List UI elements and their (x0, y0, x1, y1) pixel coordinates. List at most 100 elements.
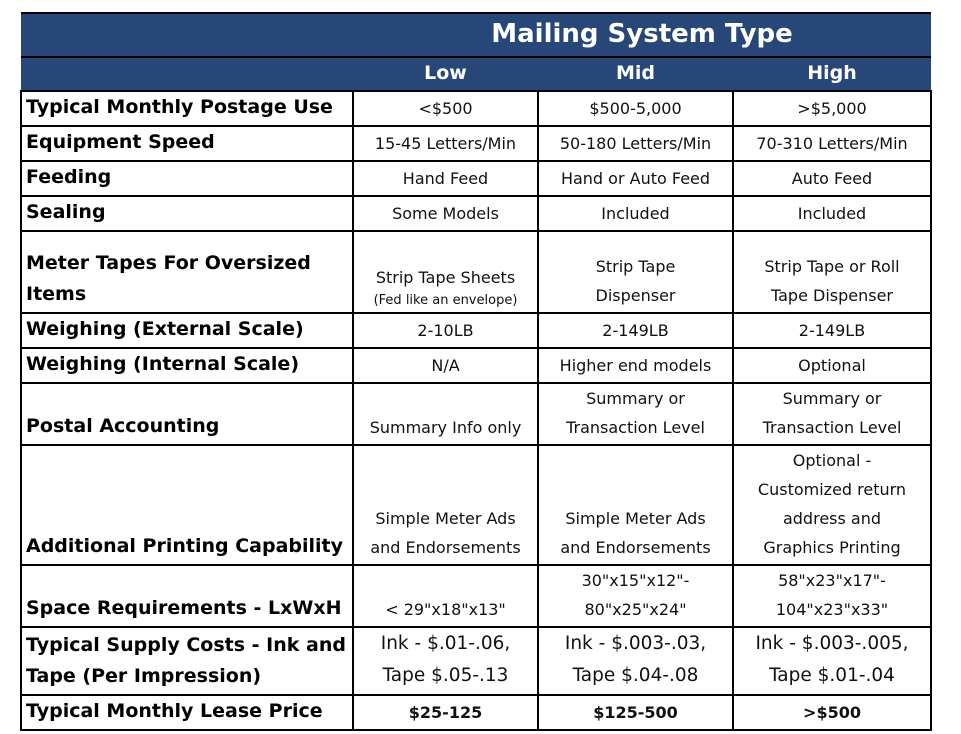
cell-line: 30"x15"x12"- (581, 571, 690, 590)
cell: Ink - $.01-.06, Tape $.05-.13 (352, 626, 539, 696)
title-row: Mailing System Type (21, 12, 931, 58)
table-wrap: Mailing System Type Low Mid High Typical Mo… (20, 12, 932, 731)
cell-line: 58"x23"x17"- (778, 571, 886, 590)
label-line: Postal Accounting (26, 415, 220, 437)
cell-line: $25-125 (408, 703, 483, 722)
table-row: Sealing Some Models Included Included (20, 195, 932, 232)
row-label: Feeding (20, 160, 354, 197)
column-header: High (733, 56, 931, 92)
label-line: Weighing (External Scale) (26, 318, 304, 340)
row-label: Weighing (External Scale) (20, 312, 354, 349)
cell: $500-5,000 (537, 90, 734, 127)
cell-line: <$500 (418, 99, 473, 118)
row-label: Additional Printing Capability (20, 444, 354, 566)
cell-line: N/A (431, 356, 460, 375)
cell-line: >$500 (803, 703, 861, 722)
cell: 50-180 Letters/Min (537, 125, 734, 162)
cell-line: Included (601, 204, 670, 223)
cell: Simple Meter Ads and Endorsements (537, 444, 734, 566)
cell: Summary or Transaction Level (537, 382, 734, 446)
cell: 58"x23"x17"- 104"x23"x33" (732, 564, 932, 628)
cell-line: Summary or (782, 389, 882, 408)
row-label: Space Requirements - LxWxH (20, 564, 354, 628)
column-header: Low (353, 56, 538, 92)
cell-line: Hand Feed (402, 169, 489, 188)
blank-cell (21, 12, 353, 58)
cell: Ink - $.003-.03, Tape $.04-.08 (537, 626, 734, 696)
cell-line: Strip Tape or Roll (764, 257, 900, 276)
cell-line: Tape Dispenser (770, 286, 893, 305)
row-label: Typical Monthly Lease Price (20, 694, 354, 731)
cell: Strip Tape Dispenser (537, 230, 734, 314)
table-row: Postal Accounting Summary Info only Summar… (20, 382, 932, 446)
cell: Summary Info only (352, 382, 539, 446)
cell-line: Graphics Printing (763, 538, 901, 557)
label-line: Typical Monthly Postage Use (26, 96, 333, 118)
table-row: Typical Monthly Postage Use <$500 $500-5,0… (20, 90, 932, 127)
cell-line: 50-180 Letters/Min (559, 134, 712, 153)
table-body: Mailing System Type Low Mid High Typical Mo… (20, 12, 932, 731)
cell-line: Dispenser (595, 286, 676, 305)
table-row: Meter Tapes For Oversized Items Strip Tape… (20, 230, 932, 314)
cell-line: 15-45 Letters/Min (374, 134, 517, 153)
table-row: Weighing (External Scale) 2-10LB 2-149LB 2-… (20, 312, 932, 349)
cell: Optional (732, 347, 932, 384)
cell: Optional - Customized return address and Gr… (732, 444, 932, 566)
table-row: Feeding Hand Feed Hand or Auto Feed Auto Fe… (20, 160, 932, 197)
cell: <$500 (352, 90, 539, 127)
cell-line: Tape $.01-.04 (769, 665, 895, 686)
label-line: Weighing (Internal Scale) (26, 353, 300, 375)
cell-line: and Endorsements (370, 538, 521, 557)
cell-line: Transaction Level (566, 418, 705, 437)
cell: $125-500 (537, 694, 734, 731)
row-label: Typical Supply Costs - Ink and Tape (Per … (20, 626, 354, 696)
cell: $25-125 (352, 694, 539, 731)
label-line: Sealing (26, 201, 106, 223)
cell: Included (537, 195, 734, 232)
cell-line: 104"x23"x33" (775, 600, 889, 619)
cell-line: and Endorsements (560, 538, 711, 557)
table-row: Additional Printing Capability Simple Met… (20, 444, 932, 566)
cell-line: Some Models (392, 204, 499, 223)
cell: >$500 (732, 694, 932, 731)
cell-line: Ink - $.01-.06, (380, 633, 511, 654)
cell-line: Tape $.04-.08 (572, 665, 699, 686)
cell-line: Strip Tape (595, 257, 676, 276)
cell-line: >$5,000 (797, 99, 867, 118)
row-label: Weighing (Internal Scale) (20, 347, 354, 384)
cell-line: 2-149LB (798, 321, 866, 340)
cell: Hand or Auto Feed (537, 160, 734, 197)
cell: Strip Tape or Roll Tape Dispenser (732, 230, 932, 314)
cell-line: Tape $.05-.13 (382, 665, 509, 686)
label-line: Space Requirements - LxWxH (26, 597, 342, 619)
cell: 2-10LB (352, 312, 539, 349)
column-header-row: Low Mid High (21, 56, 931, 92)
cell: 2-149LB (732, 312, 932, 349)
cell-line: Simple Meter Ads (375, 509, 516, 528)
cell: >$5,000 (732, 90, 932, 127)
cell-line: address and (782, 509, 882, 528)
label-line: Meter Tapes For Oversized (26, 252, 311, 274)
cell-line: Auto Feed (791, 169, 873, 188)
cell: Some Models (352, 195, 539, 232)
cell-line: Higher end models (559, 356, 712, 375)
cell: Summary or Transaction Level (732, 382, 932, 446)
cell: Simple Meter Ads and Endorsements (352, 444, 539, 566)
cell-note: (Fed like an envelope) (373, 293, 518, 308)
table-title: Mailing System Type (353, 12, 931, 58)
cell-line: 2-149LB (602, 321, 669, 340)
cell-line: Summary or (586, 389, 685, 408)
label-line: Typical Supply Costs - Ink and (26, 634, 346, 656)
cell: 2-149LB (537, 312, 734, 349)
row-label: Meter Tapes For Oversized Items (20, 230, 354, 314)
row-label: Postal Accounting (20, 382, 354, 446)
table-row: Weighing (Internal Scale) N/A Higher end m… (20, 347, 932, 384)
label-line: Equipment Speed (26, 131, 215, 153)
label-line: Tape (Per Impression) (26, 665, 262, 687)
label-line: Items (26, 283, 87, 305)
cell: 15-45 Letters/Min (352, 125, 539, 162)
cell-line: $500-5,000 (589, 99, 682, 118)
cell-line: Hand or Auto Feed (560, 169, 711, 188)
table-row: Typical Monthly Lease Price $25-125 $125-5… (20, 694, 932, 731)
mailing-table: Mailing System Type Low Mid High Typical Mo… (20, 12, 932, 731)
